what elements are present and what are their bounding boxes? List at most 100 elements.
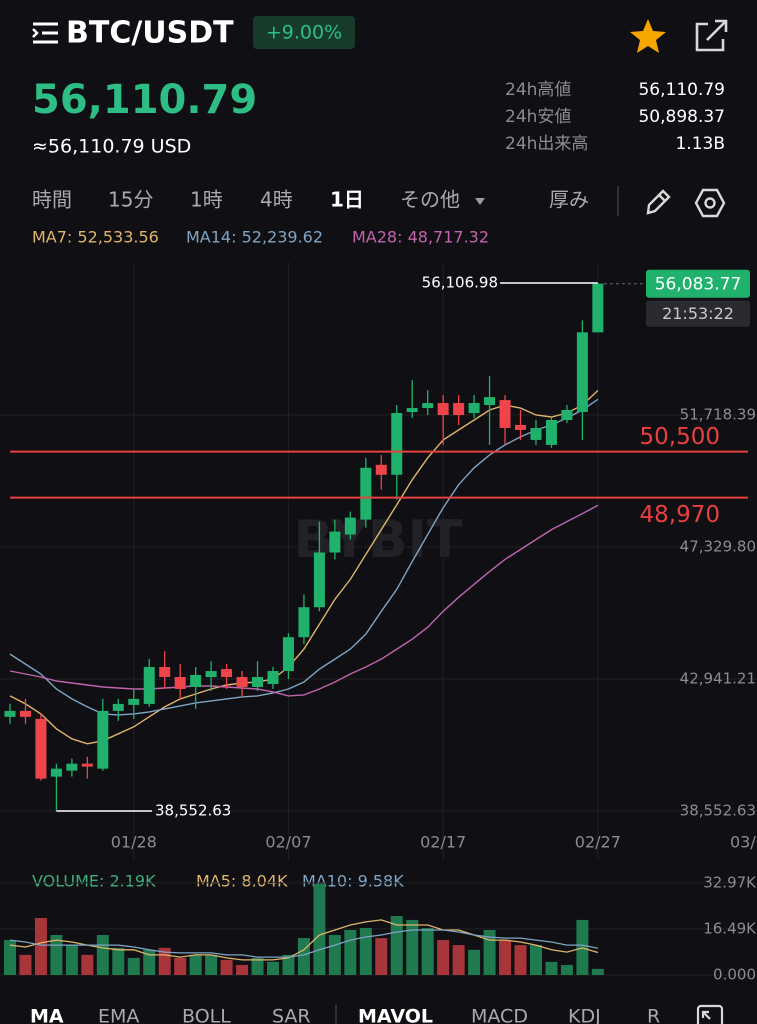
volume-bar [545,961,558,975]
interval-tab[interactable]: 4時 [260,188,293,212]
candle-body [50,768,62,777]
volume-bar [266,961,279,975]
volume-bar [19,954,32,975]
expand-icon[interactable] [696,1004,724,1024]
candle-body [545,420,557,445]
candle-body [437,403,449,416]
y-tick-label: 42,941.21 [680,670,756,688]
volume-bar [529,945,542,975]
candle-body [406,408,418,413]
stat-value: 50,898.37 [638,107,725,127]
last-price-box [646,269,750,298]
candle-body [344,517,356,535]
candle-body [97,710,109,769]
interval-tab[interactable]: 時間 [32,188,72,212]
volume-bar [174,957,187,975]
candle-body [484,397,496,406]
price-usd: ≈56,110.79 USD [32,136,191,158]
candle-body [4,710,16,717]
candle-body [252,677,264,687]
draw-tool-icon[interactable] [646,189,671,215]
candle-body [143,667,155,704]
candle-body [174,677,186,689]
candle-body [515,424,527,430]
candle-body [375,464,387,475]
interval-tab[interactable]: その他 [400,188,460,212]
candle-body [267,671,279,684]
share-icon[interactable] [695,19,728,52]
volume-bar [34,917,47,975]
volume-bar [251,957,264,975]
candle-body [236,677,248,687]
candle-body [205,671,217,678]
volume-bar [127,957,140,975]
volume-bar [205,954,218,975]
candle-body [81,763,93,767]
indicator-tab[interactable]: MA [30,1006,64,1024]
y-tick-label: 0.000 [713,966,756,984]
ma-legend: MA7: 52,533.56 [32,228,159,247]
ma-line [9,504,599,697]
stats: 24h高値 56,110.79 24h安値 50,898.37 24h出来高 1.13B [505,80,725,154]
candle-body [453,403,465,416]
volume-bar [406,919,419,975]
volume-bar [359,928,372,975]
price-level-label: 50,500 [640,424,720,450]
candle-body [360,467,372,520]
indicator-tab[interactable]: EMA [98,1006,139,1024]
stat-value: 1.13B [675,134,725,154]
last-price-label: 56,083.77 [655,275,742,295]
volume-bar [437,940,450,975]
interval-tab[interactable]: 1日 [330,188,364,212]
candle-body [422,403,434,409]
volume-bar [143,949,156,975]
volume-bar [313,883,326,975]
y-tick-label: 16.49K [703,919,757,937]
stat-label: 24h安値 [505,107,571,127]
x-tick-label: 01/28 [111,833,157,852]
y-tick-label: 47,329.80 [680,537,756,555]
stat-label: 24h高値 [505,80,571,100]
interval-tab[interactable]: 15分 [108,188,153,212]
volume-bar [328,935,341,975]
volume-bar [560,964,573,975]
indicator-tab[interactable]: KDJ [568,1006,601,1024]
volume-bar [468,949,481,975]
volume-bar [421,928,434,975]
volume-bar [499,940,512,975]
candle-body [190,675,202,687]
change: +9.00% [266,22,342,44]
menu-icon[interactable] [32,22,58,44]
candle-body [298,607,310,638]
interval-tab[interactable]: 1時 [190,188,223,212]
x-tick-label: 03/0 [730,833,757,852]
change-badge [253,16,355,49]
volume-bar [4,940,16,975]
settings-icon[interactable] [694,188,726,218]
indicator-tab[interactable]: R [647,1006,660,1024]
stat-label: 24h出来高 [505,134,588,154]
volume-bar [591,968,604,975]
indicator-tab[interactable]: SAR [272,1006,311,1024]
favorite-star[interactable] [630,19,666,53]
indicator-tab[interactable]: MAVOL [358,1006,433,1024]
candle-body [530,427,542,440]
price-chart: MA7: 52,533.56 MA14: 52,239.62 MA28: 48,71… [0,228,757,860]
high-marker-label: 56,106.98 [422,273,498,291]
interval-tabs: 時間 15分 1時 4時 1日 その他 厚み [32,188,589,212]
stat-value: 56,110.79 [638,80,725,100]
volume-bar [452,945,465,975]
indicator-tab[interactable]: BOLL [182,1006,231,1024]
volume-bar [390,916,403,975]
volume-bar [297,938,310,975]
volume-bar [220,959,233,975]
ma-legend: MA28: 48,717.32 [352,228,489,247]
indicator-tab[interactable]: MACD [471,1006,528,1024]
volume-bar [375,938,388,975]
candle-body [592,283,604,333]
low-marker-label: 38,552.63 [155,802,231,820]
interval-tab[interactable]: 厚み [549,188,589,212]
